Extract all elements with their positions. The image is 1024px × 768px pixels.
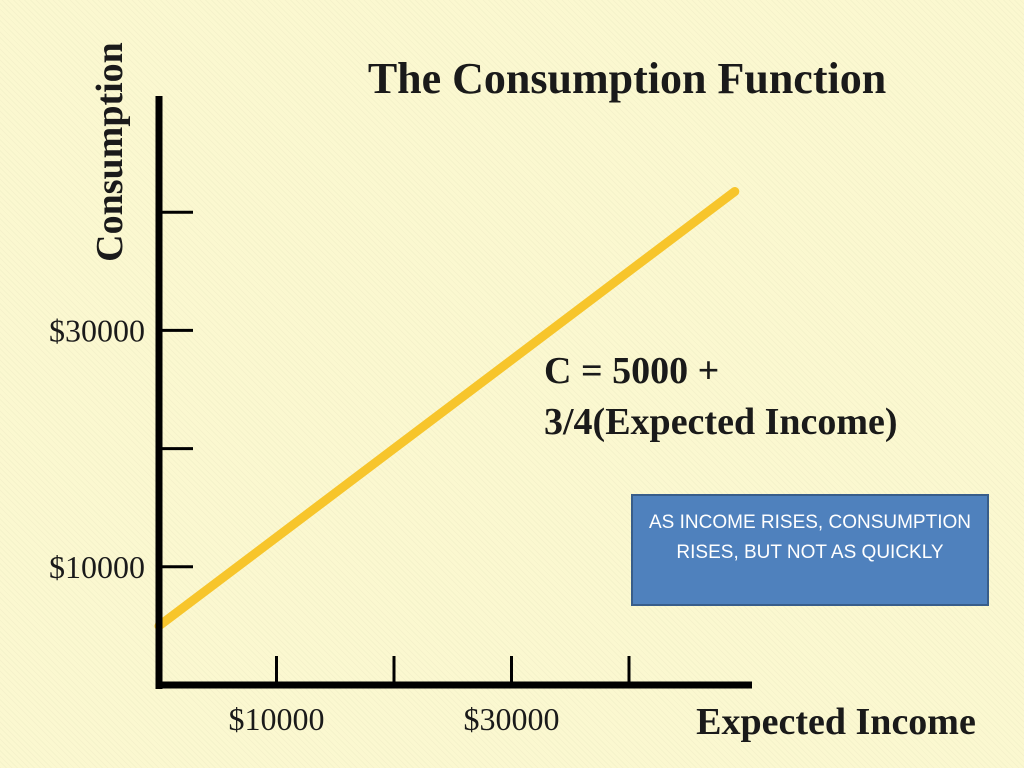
equation-line-1: C = 5000 + — [544, 350, 719, 392]
y-tick-label: $10000 — [49, 549, 145, 585]
y-axis-label: Consumption — [89, 42, 131, 262]
series-layer — [154, 187, 740, 631]
consumption-line — [154, 187, 740, 631]
ticks-layer: $10000 $30000 $10000 $30000 — [49, 210, 631, 737]
x-tick-label: $30000 — [464, 701, 560, 737]
note-text: AS INCOME RISES, CONSUMPTION RISES, BUT … — [649, 512, 971, 563]
equation-line-2: 3/4(Expected Income) — [544, 401, 898, 443]
chart-title: The Consumption Function — [368, 54, 886, 103]
note-box: AS INCOME RISES, CONSUMPTION RISES, BUT … — [631, 494, 989, 606]
y-tick-label: $30000 — [49, 312, 145, 348]
x-tick-label: $10000 — [229, 701, 325, 737]
equation-label: C = 5000 + 3/4(Expected Income) — [544, 350, 898, 443]
x-axis-label: Expected Income — [696, 701, 976, 743]
